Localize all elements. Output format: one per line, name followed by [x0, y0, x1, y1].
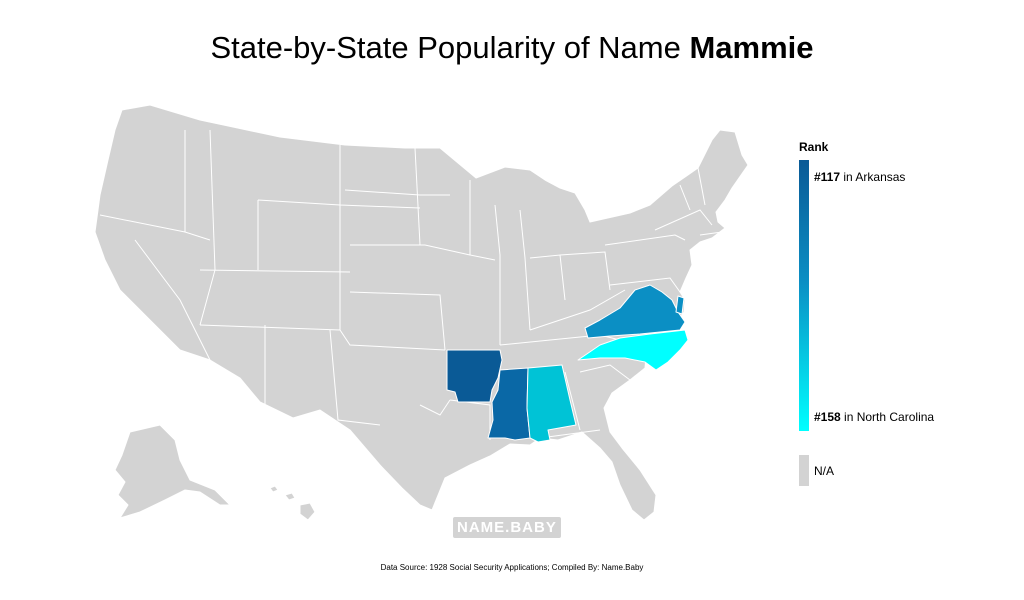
legend-title: Rank: [799, 140, 829, 154]
legend-na-swatch: [799, 455, 809, 486]
hawaii: [269, 485, 316, 521]
state-north-carolina: [577, 329, 689, 371]
state-virginia: [584, 284, 686, 339]
state-delaware-maryland: [675, 295, 685, 315]
legend-gradient-bar: [799, 160, 809, 431]
data-source-caption: Data Source: 1928 Social Security Applic…: [380, 563, 644, 572]
state-arkansas: [446, 349, 503, 403]
legend-bottom-label: #158 in North Carolina: [814, 410, 935, 424]
legend-na-label: N/A: [814, 464, 835, 478]
state-boundaries: [99, 129, 723, 440]
state-alabama: [526, 364, 577, 443]
name-baby-watermark: NAME.BABY: [453, 517, 561, 538]
legend-top-label: #117 in Arkansas: [814, 170, 906, 184]
page-title: State-by-State Popularity of Name Mammie: [210, 30, 814, 65]
alaska: [114, 424, 231, 519]
